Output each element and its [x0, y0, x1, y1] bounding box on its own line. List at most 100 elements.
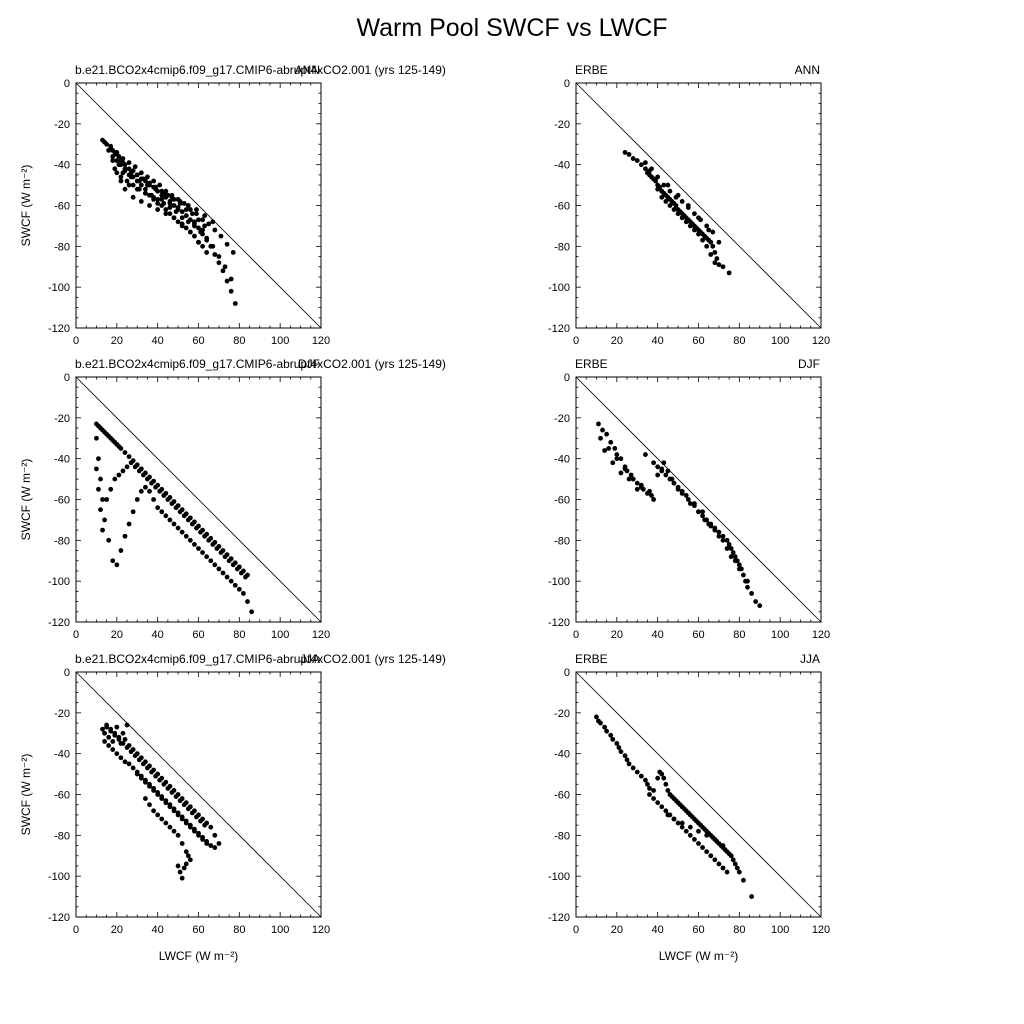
- data-point: [679, 824, 685, 830]
- data-point: [214, 546, 220, 551]
- y-tick-label: -40: [554, 749, 570, 761]
- data-point: [187, 824, 193, 830]
- data-point: [118, 446, 124, 451]
- data-point: [659, 804, 665, 810]
- data-point: [224, 278, 230, 284]
- data-point: [149, 480, 154, 486]
- data-point: [730, 550, 736, 555]
- y-tick-label: -100: [548, 576, 570, 588]
- data-point: [704, 243, 710, 249]
- data-point: [140, 472, 146, 478]
- data-point: [189, 810, 195, 816]
- data-point: [665, 812, 671, 818]
- y-tick-label: -40: [54, 749, 70, 761]
- data-point: [161, 201, 167, 206]
- data-point: [222, 554, 228, 560]
- data-point: [202, 533, 208, 539]
- data-point: [655, 186, 661, 192]
- data-point: [618, 470, 624, 476]
- panel-right-label: JJA: [300, 652, 320, 666]
- y-tick-label: -40: [554, 160, 570, 172]
- data-point: [183, 849, 189, 855]
- data-point: [665, 468, 671, 474]
- data-point: [196, 832, 201, 838]
- data-point: [183, 207, 189, 212]
- data-point: [683, 828, 689, 834]
- data-point: [204, 841, 210, 846]
- data-point: [206, 221, 212, 227]
- data-point: [679, 820, 685, 826]
- data-point: [183, 861, 189, 867]
- data-point: [108, 486, 114, 492]
- panel-right-label: ANN: [795, 63, 820, 77]
- data-point: [638, 482, 644, 488]
- data-point: [171, 808, 177, 814]
- data-point: [155, 196, 161, 202]
- data-point: [161, 781, 167, 787]
- data-point: [712, 250, 718, 255]
- x-tick-label: 20: [111, 629, 123, 641]
- x-tick-label: 0: [73, 335, 79, 347]
- data-point: [626, 152, 632, 157]
- data-point: [128, 749, 134, 755]
- data-point: [216, 841, 222, 846]
- reference-line: [75, 671, 322, 918]
- data-point: [683, 219, 689, 225]
- data-point: [110, 739, 116, 744]
- data-point: [622, 753, 628, 759]
- data-point: [145, 182, 150, 188]
- data-point: [208, 824, 214, 830]
- data-point: [104, 724, 110, 730]
- y-tick-label: -20: [554, 413, 570, 425]
- data-point: [138, 170, 144, 176]
- y-tick-label: -40: [54, 160, 70, 172]
- data-point: [673, 203, 679, 208]
- data-point: [736, 562, 742, 568]
- x-tick-label: 60: [692, 629, 704, 641]
- data-point: [120, 468, 126, 474]
- y-tick-label: -60: [54, 790, 70, 802]
- data-point: [210, 243, 216, 249]
- x-tick-label: 120: [312, 335, 330, 347]
- data-point: [661, 460, 667, 466]
- data-point: [138, 182, 144, 188]
- data-point: [147, 488, 152, 494]
- x-tick-label: 40: [652, 335, 664, 347]
- x-tick-label: 80: [233, 924, 245, 936]
- scatter-panel-5: 0 20 40 60 80 100 120 0 -20 -40 -60 -80 -100 -120 ERBE…: [548, 652, 830, 963]
- data-point: [704, 517, 710, 523]
- data-point: [716, 533, 722, 539]
- y-tick-label: -100: [48, 282, 70, 294]
- data-point: [122, 759, 128, 765]
- data-point: [155, 505, 161, 511]
- data-point: [116, 736, 122, 742]
- data-point: [602, 724, 607, 730]
- data-point: [110, 747, 116, 752]
- y-tick-label: 0: [64, 78, 70, 90]
- data-point: [118, 548, 124, 553]
- data-point: [700, 845, 705, 850]
- data-point: [126, 521, 132, 527]
- data-point: [122, 450, 128, 455]
- data-point: [640, 486, 646, 492]
- data-point: [108, 145, 114, 151]
- page-title: Warm Pool SWCF vs LWCF: [356, 14, 668, 42]
- y-tick-label: 0: [564, 78, 570, 90]
- data-point: [700, 237, 705, 243]
- data-point: [177, 869, 183, 875]
- x-tick-label: 0: [573, 924, 579, 936]
- data-point: [204, 235, 210, 241]
- data-point: [212, 845, 218, 850]
- data-point: [720, 865, 726, 871]
- data-point: [145, 765, 150, 771]
- data-point: [159, 196, 165, 202]
- x-tick-label: 60: [192, 335, 204, 347]
- data-point: [114, 562, 120, 568]
- data-point: [126, 182, 132, 188]
- data-point: [151, 178, 156, 184]
- data-point: [118, 174, 124, 180]
- data-point: [720, 533, 726, 539]
- data-point: [198, 529, 203, 535]
- data-point: [714, 256, 720, 261]
- data-point: [147, 783, 152, 789]
